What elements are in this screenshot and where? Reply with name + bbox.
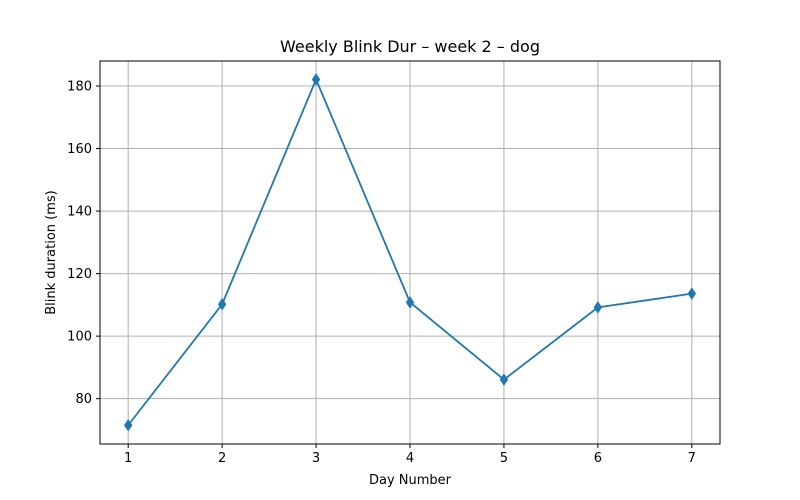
grid: [100, 61, 720, 444]
data-point-marker: [123, 418, 133, 432]
x-axis-label: Day Number: [369, 473, 452, 488]
y-tick-label: 160: [67, 142, 92, 157]
data-point-marker: [687, 287, 697, 300]
x-tick-label: 6: [594, 451, 602, 466]
x-tick-label: 2: [218, 451, 226, 466]
x-tick-label: 7: [688, 451, 696, 466]
y-tick-label: 80: [75, 392, 92, 407]
data-point-marker: [593, 301, 603, 314]
x-tick-label: 5: [500, 451, 508, 466]
y-tick-label: 120: [67, 267, 92, 282]
x-tick-label: 3: [312, 451, 320, 466]
y-tick-label: 100: [67, 330, 92, 345]
x-tick-label: 4: [406, 451, 414, 466]
x-tick-label: 1: [124, 451, 132, 466]
series-layer: [123, 73, 697, 432]
data-point-marker: [499, 373, 509, 386]
data-point-marker: [311, 73, 321, 86]
y-tick-label: 180: [67, 80, 92, 95]
data-point-marker: [405, 296, 415, 309]
y-tick-label: 140: [67, 205, 92, 220]
ticks: 1 2 3 4 5 6 7 80 100 120 140 160 180: [67, 80, 696, 466]
chart-title: Weekly Blink Dur – week 2 – dog: [280, 37, 540, 56]
data-point-marker: [217, 297, 227, 311]
y-axis-label: Blink duration (ms): [44, 190, 59, 314]
